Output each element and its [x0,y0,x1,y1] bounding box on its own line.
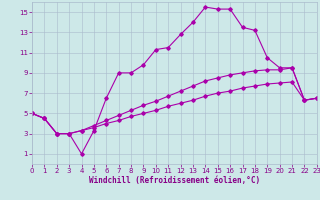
X-axis label: Windchill (Refroidissement éolien,°C): Windchill (Refroidissement éolien,°C) [89,176,260,185]
